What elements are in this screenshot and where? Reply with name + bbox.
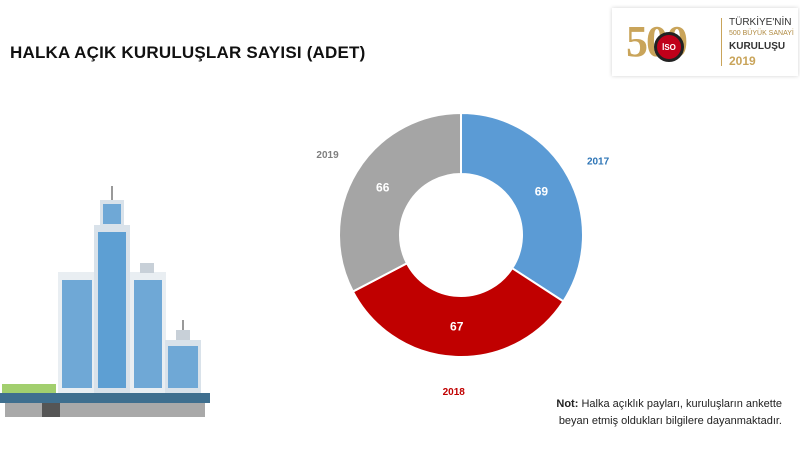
donut-slice-2018 bbox=[351, 261, 565, 358]
logo-badge: İSO bbox=[654, 32, 684, 62]
logo-line1: TÜRKİYE'NİN bbox=[729, 17, 792, 28]
category-label-2019: 2019 bbox=[316, 150, 339, 161]
logo-divider bbox=[721, 18, 722, 66]
iso-500-logo-icon: 500 İSO TÜRKİYE'NİN 500 BÜYÜK SANAYİ KUR… bbox=[612, 8, 798, 76]
note-line2: beyan etmiş oldukları bilgilere dayanmak… bbox=[558, 415, 782, 427]
donut-slice-2017 bbox=[460, 111, 584, 303]
data-label-2019: 66 bbox=[376, 181, 390, 195]
category-label-2017: 2017 bbox=[587, 157, 610, 168]
note-label: Not: bbox=[556, 398, 579, 410]
logo-line4: 2019 bbox=[729, 54, 756, 68]
data-label-2018: 67 bbox=[450, 319, 464, 333]
data-label-2017: 69 bbox=[535, 184, 549, 198]
footnote: Not: Halka açıklık payları, kuruluşların… bbox=[556, 396, 782, 430]
donut-slice-2019 bbox=[338, 111, 462, 293]
city-buildings-icon bbox=[0, 186, 210, 417]
logo-line2: 500 BÜYÜK SANAYİ bbox=[729, 30, 794, 37]
note-line1: Halka açıklık payları, kuruluşların anke… bbox=[581, 398, 782, 410]
page-title: HALKA AÇIK KURULUŞLAR SAYISI (ADET) bbox=[10, 43, 366, 62]
logo-line3: KURULUŞU bbox=[729, 41, 786, 52]
category-label-2018: 2018 bbox=[443, 387, 466, 398]
